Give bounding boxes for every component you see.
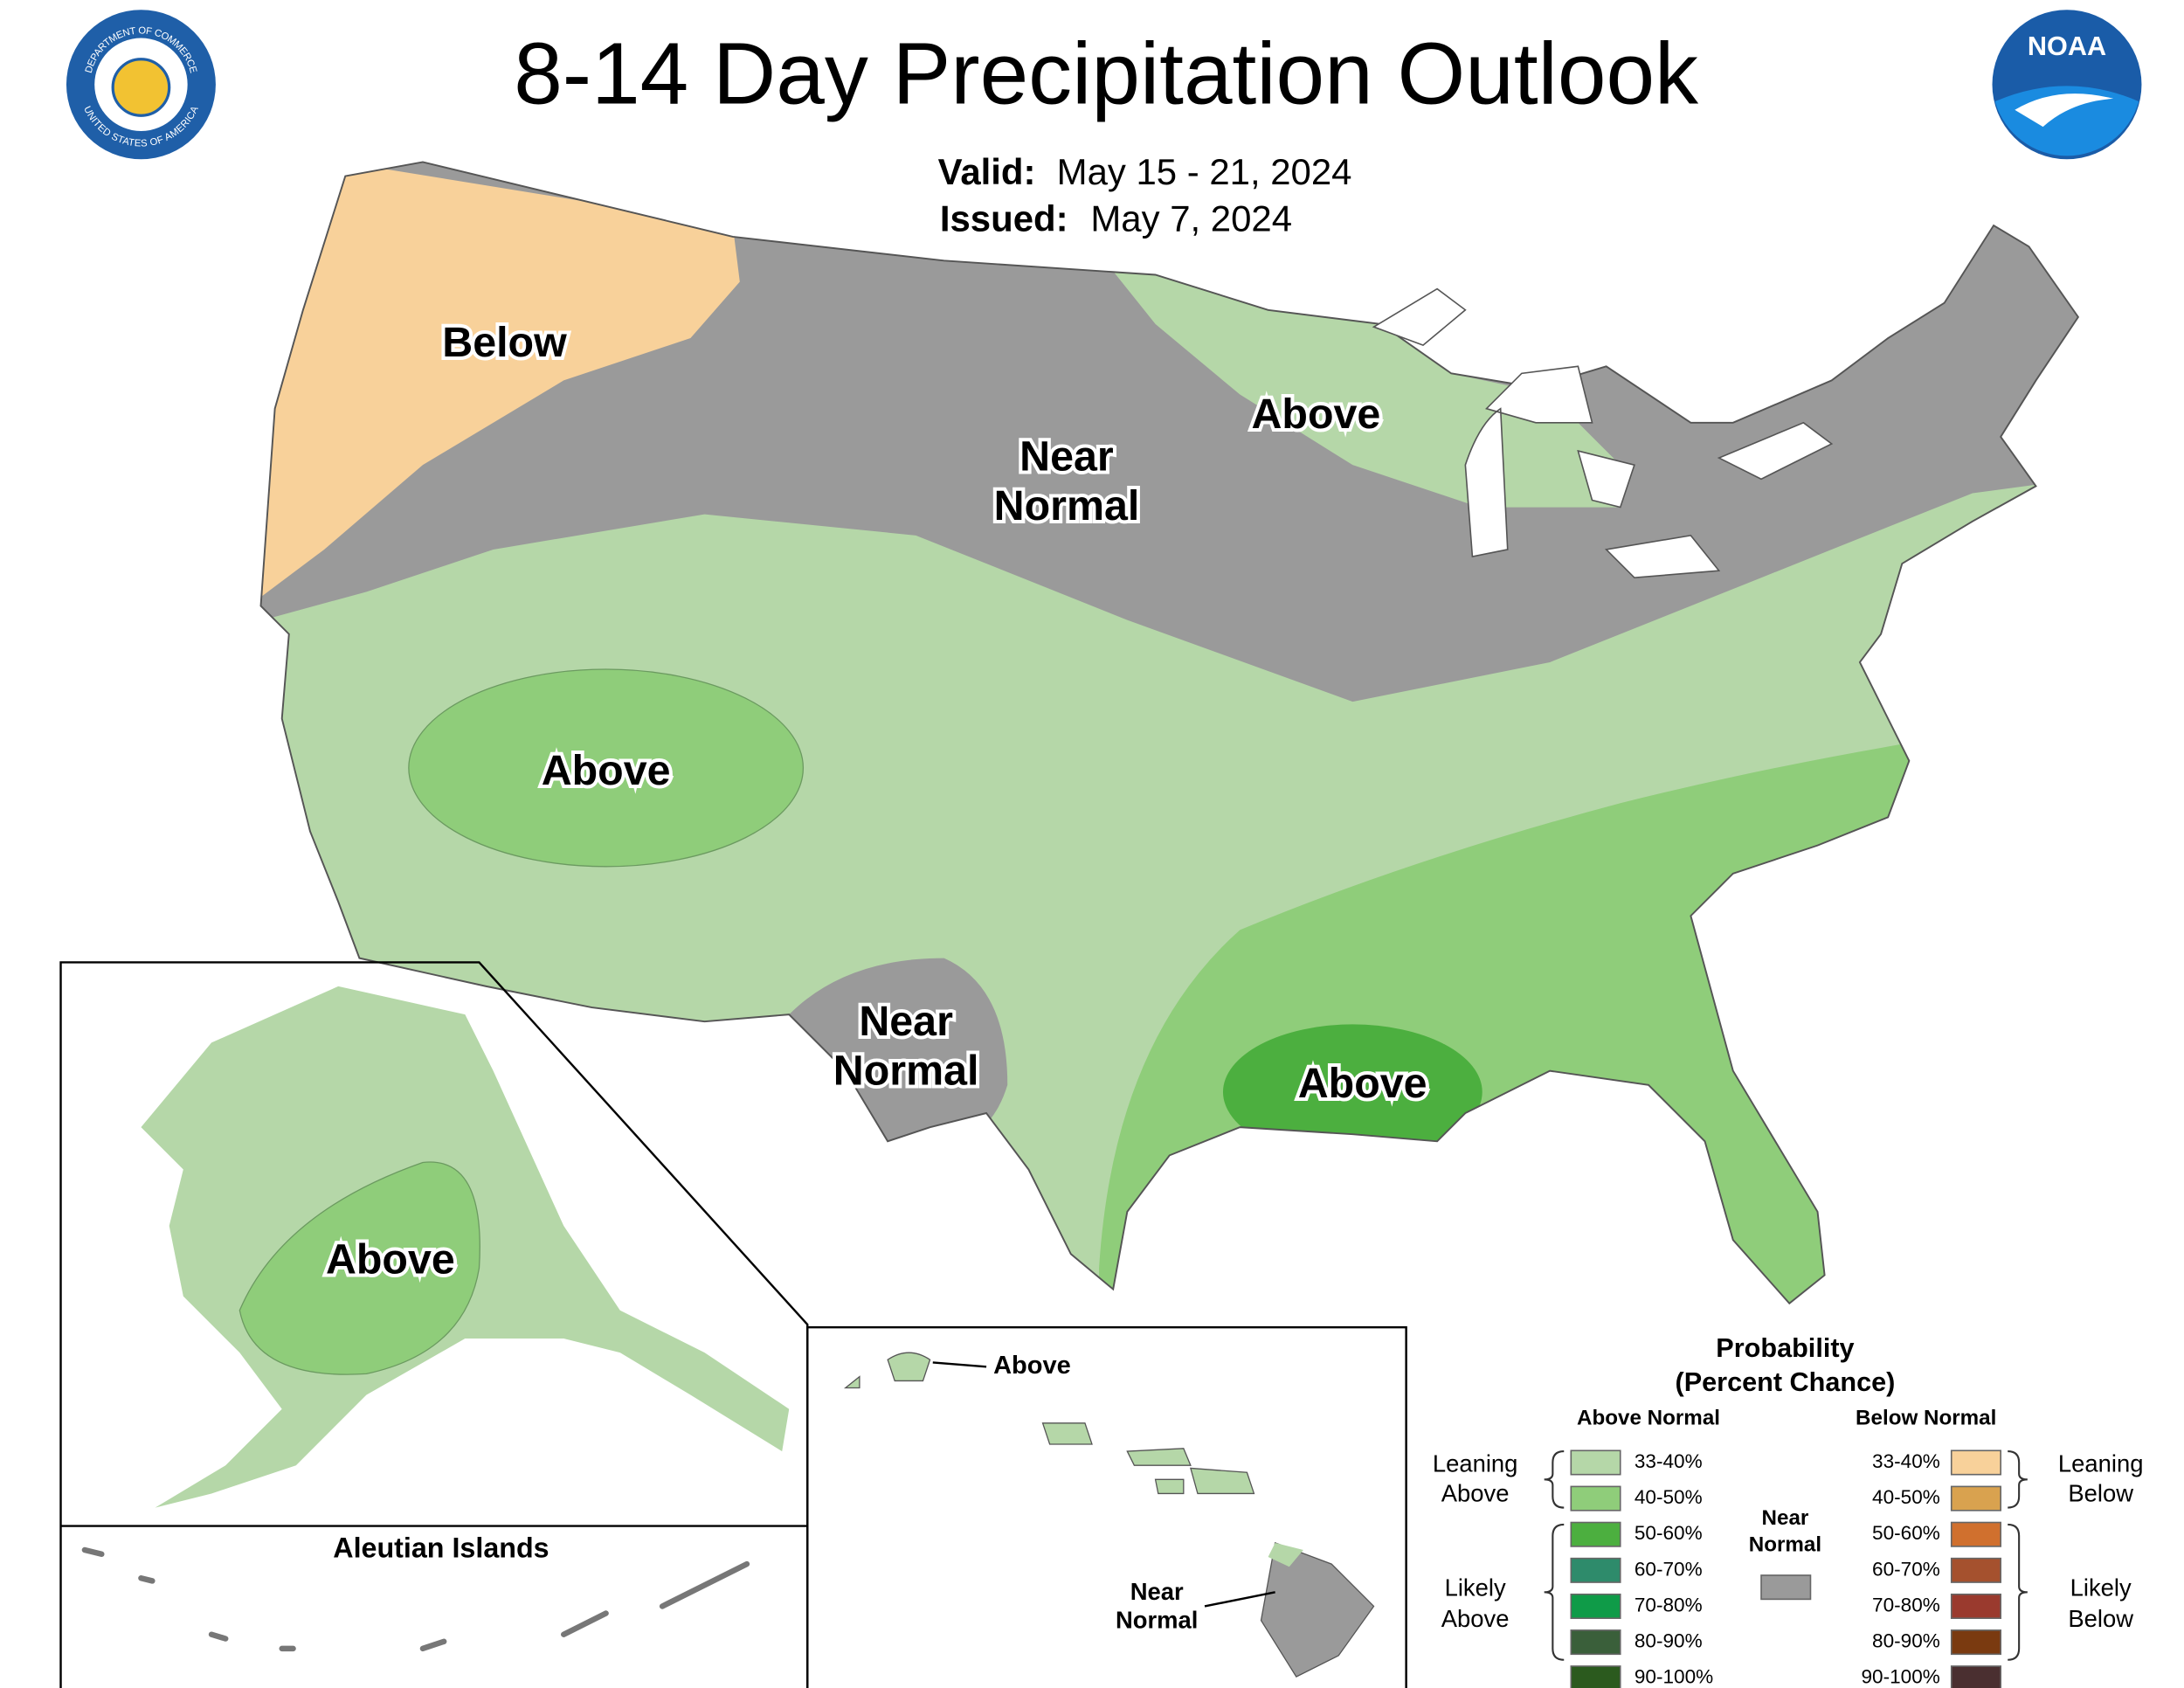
legend-swatch	[1570, 1521, 1621, 1547]
legend-swatch	[1950, 1629, 2001, 1656]
legend-range: 33-40%	[1635, 1450, 1703, 1472]
legend-swatch	[1570, 1557, 1621, 1583]
legend-swatch	[1570, 1665, 1621, 1688]
group-label: Likely	[2070, 1574, 2132, 1601]
near-normal-swatch	[1760, 1574, 1812, 1601]
group-label: Below	[2068, 1479, 2133, 1506]
legend-range: 60-70%	[1872, 1558, 1940, 1580]
group-label: Leaning	[2058, 1449, 2144, 1477]
legend-swatch	[1950, 1557, 2001, 1583]
issued-date: May 7, 2024	[1090, 197, 1292, 239]
region-label: Normal	[994, 482, 1140, 529]
legend-swatch	[1950, 1449, 2001, 1476]
legend-range: 40-50%	[1872, 1486, 1940, 1508]
legend-swatch	[1570, 1593, 1621, 1619]
legend-range: 80-90%	[1872, 1630, 1940, 1652]
noaa-logo: NOAA	[1992, 10, 2142, 160]
legend-swatch	[1950, 1521, 2001, 1547]
legend-range: 60-70%	[1635, 1558, 1703, 1580]
near-normal-label: Near	[1762, 1506, 1809, 1530]
hawaii-label: Normal	[1116, 1606, 1198, 1633]
legend-swatch	[1950, 1593, 2001, 1619]
legend-range: 70-80%	[1872, 1594, 1940, 1615]
region-label: Above	[542, 747, 671, 794]
legend-swatch	[1570, 1629, 1621, 1656]
alaska-inset: Above Aleutian Islands	[59, 961, 809, 1688]
legend-range: 80-90%	[1635, 1630, 1703, 1652]
legend-swatch	[1570, 1449, 1621, 1476]
group-label: Likely	[1445, 1574, 1506, 1601]
group-label: Above	[1441, 1479, 1510, 1506]
legend-brace	[1544, 1450, 2028, 1661]
legend-title: (Percent Chance)	[1675, 1367, 1895, 1397]
region-label: Normal	[833, 1048, 979, 1095]
legend-range: 50-60%	[1635, 1522, 1703, 1544]
region-label: Near	[1019, 433, 1114, 481]
region-label: Below	[442, 319, 567, 366]
legend-swatch	[1570, 1485, 1621, 1512]
legend-range: 90-100%	[1635, 1666, 1713, 1688]
aleutian-title: Aleutian Islands	[333, 1532, 549, 1563]
issued-label: Issued:	[940, 197, 1068, 239]
legend-range: 40-50%	[1635, 1486, 1703, 1508]
group-label: Below	[2068, 1605, 2133, 1632]
hawaii-label: Above	[993, 1352, 1071, 1380]
commerce-seal: DEPARTMENT OF COMMERCE UNITED STATES OF …	[66, 10, 216, 160]
noaa-text: NOAA	[2028, 31, 2106, 61]
region-label: Near	[859, 998, 953, 1045]
legend-range: 70-80%	[1635, 1594, 1703, 1615]
near-normal-label: Normal	[1749, 1533, 1821, 1557]
valid-dates: May 15 - 21, 2024	[1057, 151, 1352, 192]
legend-heading: Below Normal	[1856, 1406, 1996, 1429]
valid-label: Valid:	[938, 151, 1036, 192]
legend-heading: Above Normal	[1577, 1406, 1720, 1429]
legend-swatch	[1950, 1485, 2001, 1512]
group-label: Leaning	[1433, 1449, 1518, 1477]
hawaii-label: Near	[1130, 1578, 1184, 1605]
legend-range: 33-40%	[1872, 1450, 1940, 1472]
legend-swatch	[1950, 1665, 2001, 1688]
title: 8-14 Day Precipitation Outlook	[514, 24, 1699, 122]
legend: Probability (Percent Chance) Above Norma…	[1433, 1333, 2144, 1688]
hawaii-inset: Above Near Normal	[806, 1325, 1407, 1688]
legend-title: Probability	[1716, 1333, 1854, 1363]
region-labels: Below Near Normal Above Above Near Norma…	[439, 315, 1430, 1110]
legend-range: 90-100%	[1862, 1666, 1940, 1688]
region-label: Above	[1251, 391, 1380, 438]
group-label: Above	[1441, 1605, 1510, 1632]
region-label: Above	[1298, 1060, 1427, 1107]
legend-range: 50-60%	[1872, 1522, 1940, 1544]
region-label: Above	[326, 1236, 455, 1283]
